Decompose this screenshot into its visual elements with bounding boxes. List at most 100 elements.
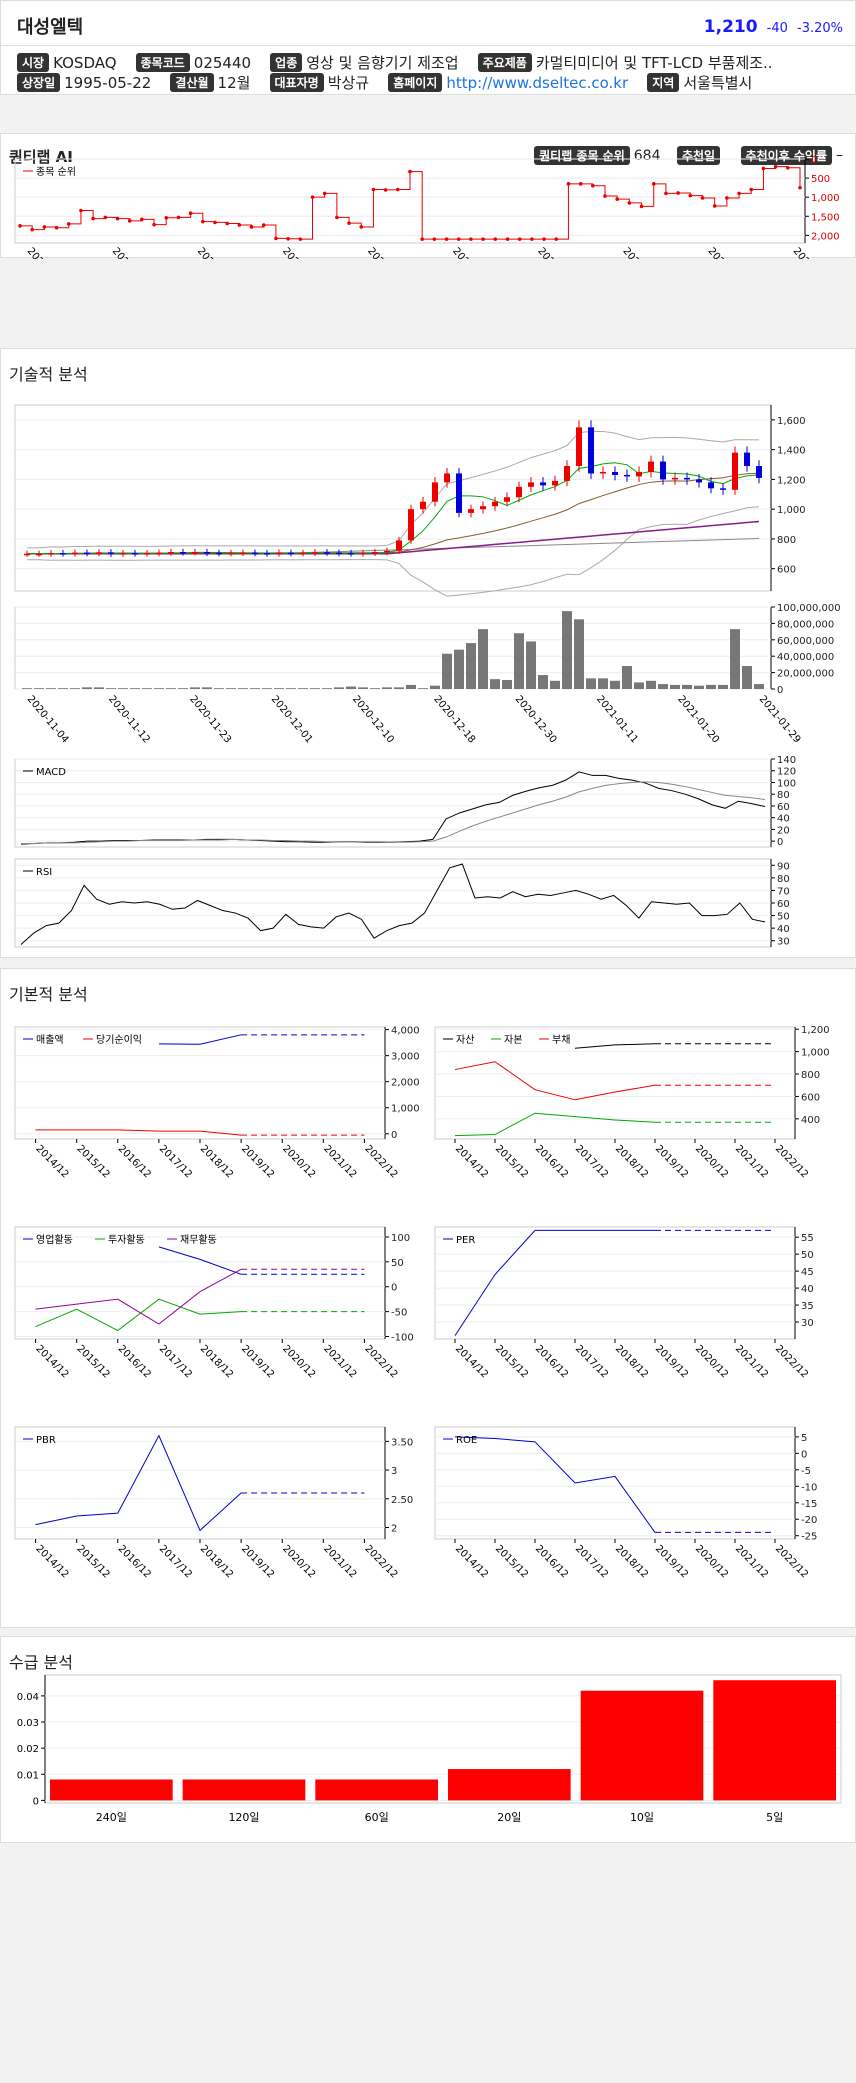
candle-body xyxy=(300,552,306,555)
volume-bar xyxy=(574,619,584,689)
fin-per-ytick-label: 45 xyxy=(801,1267,814,1278)
volume-bar xyxy=(334,687,344,689)
macd-ytick-label: 60 xyxy=(777,802,790,813)
fin-income-series-line xyxy=(35,1129,242,1136)
volume-bar xyxy=(70,688,80,689)
volume-bar xyxy=(346,686,356,689)
price: 1,210 xyxy=(703,17,758,37)
candle-body xyxy=(672,477,678,480)
rec-return-value: – xyxy=(836,147,843,164)
tech-xtick-label: 2020-12-01 xyxy=(269,694,315,746)
fin-balance-xtick-label: 2015/12 xyxy=(493,1143,530,1180)
volume-bar xyxy=(22,688,32,689)
volume-bar xyxy=(142,688,152,689)
fin-income-xtick-label: 2017/12 xyxy=(157,1143,194,1180)
volume-bar xyxy=(94,687,104,689)
rsi-ytick-label: 40 xyxy=(777,924,790,935)
candle-body xyxy=(372,552,378,554)
volume-bar xyxy=(502,679,512,689)
fin-per-series-line xyxy=(454,1229,655,1336)
macd-frame xyxy=(14,758,772,848)
candle-body xyxy=(204,552,210,554)
header-card: 대성엘텍 1,210 -40 -3.20% xyxy=(0,0,856,46)
fin-roe-ytick-label: 0 xyxy=(801,1449,807,1460)
fin-pbr-xtick-label: 2020/12 xyxy=(280,1543,317,1580)
macd-series-line xyxy=(21,781,766,844)
candle-body xyxy=(684,477,690,480)
tag-market: 시장 xyxy=(17,53,50,72)
fin-pbr-xtick-label: 2019/12 xyxy=(239,1543,276,1580)
volume-bar xyxy=(406,684,416,689)
volume-bar xyxy=(598,678,608,689)
fin-pbr-xtick-label: 2015/12 xyxy=(75,1543,112,1580)
macd-ytick-label: 140 xyxy=(777,755,796,766)
ai-card: 퀀티랩 AI 퀀티랩 종목 순위 684 추천일 추천이후 수익률 – 0 500 1,… xyxy=(0,133,856,259)
rank-xtick-label: 2020-12-10 xyxy=(365,246,411,259)
tag-listed: 상장일 xyxy=(17,73,61,92)
volume-bar xyxy=(418,688,428,689)
rank-xtick-label: 2021-01-29 xyxy=(791,246,837,259)
macd-ytick-label: 100 xyxy=(777,778,796,789)
candle-body xyxy=(456,473,462,513)
fin-roe-xtick-label: 2022/12 xyxy=(773,1543,810,1580)
volume-bar xyxy=(190,687,200,689)
tag-products: 주요제품 xyxy=(477,53,532,72)
fin-cashflow-xtick-label: 2017/12 xyxy=(157,1343,194,1380)
volume-bar xyxy=(58,688,68,689)
candle-body xyxy=(264,553,270,555)
fin-income-xtick-label: 2016/12 xyxy=(116,1143,153,1180)
volume-bar xyxy=(106,688,116,689)
rank-ytick-label: 1,500 xyxy=(811,212,840,223)
value-code: 025440 xyxy=(193,53,252,72)
fin-income-xtick-label: 2018/12 xyxy=(198,1143,235,1180)
candle-body xyxy=(384,550,390,553)
fin-per-ytick-label: 35 xyxy=(801,1301,814,1312)
rank-series-line xyxy=(20,166,801,240)
candle-body xyxy=(120,553,126,555)
volume-bar xyxy=(454,649,464,689)
fin-per-xtick-label: 2015/12 xyxy=(493,1343,530,1380)
volume-bar xyxy=(658,684,668,689)
info-row-2: 상장일 1995-05-22 결산월 12월 대표자명 박상규 홈페이지 http://… xyxy=(17,72,766,93)
volume-bar xyxy=(466,643,476,689)
candle-body xyxy=(84,552,90,555)
fin-income-ytick-label: 1,000 xyxy=(391,1104,420,1115)
candle-body xyxy=(660,461,666,480)
rsi-ytick-label: 50 xyxy=(777,912,790,923)
fin-roe-frame xyxy=(434,1426,796,1540)
fin-cashflow-series-line xyxy=(35,1298,242,1332)
value-fiscal: 12월 xyxy=(217,74,251,92)
volume-bar xyxy=(490,679,500,689)
fin-pbr-ytick-label: 2 xyxy=(391,1524,397,1535)
candle-body xyxy=(504,497,510,502)
candle-body xyxy=(444,473,450,483)
tech-xtick-label: 2020-11-23 xyxy=(187,694,233,746)
homepage-link[interactable]: http://www.dseltec.co.kr xyxy=(446,73,629,92)
candle-body xyxy=(408,509,414,541)
macd-ytick-label: 40 xyxy=(777,814,790,825)
fin-balance-series-line xyxy=(574,1043,656,1049)
fin-balance-legend-label: 자산 xyxy=(456,1034,474,1046)
candle-body xyxy=(24,553,30,556)
rsi-ytick-label: 90 xyxy=(777,861,790,872)
supply-ytick-label: 0.03 xyxy=(17,1718,39,1729)
supply-card: 수급 분석 0 0.01 0.02 0.03 0.04 240일 120일 60일 20일 10일… xyxy=(0,1636,856,1843)
rank-xtick-label: 2021-01-11 xyxy=(620,246,666,259)
fin-roe-xtick-label: 2021/12 xyxy=(733,1543,770,1580)
macd-ytick-label: 0 xyxy=(777,837,783,848)
candle-body xyxy=(552,480,558,486)
volume-bar xyxy=(166,688,176,689)
fund-title: 기본적 분석 xyxy=(9,985,88,1004)
fin-pbr-ytick-label: 3 xyxy=(391,1466,397,1477)
fund-card: 기본적 분석 0 1,000 2,000 3,000 4,000 매출액 당기순이익 2014… xyxy=(0,968,856,1628)
tech-xtick-label: 2021-01-29 xyxy=(757,694,803,746)
fin-roe-ytick-label: 5 xyxy=(801,1433,807,1444)
fin-income-xtick-label: 2022/12 xyxy=(362,1143,399,1180)
fin-cashflow-xtick-label: 2015/12 xyxy=(75,1343,112,1380)
supply-ytick-label: 0.04 xyxy=(17,1692,39,1703)
candle-body xyxy=(624,474,630,477)
supply-xtick-label: 120일 xyxy=(228,1810,259,1824)
tech-xtick-label: 2020-12-30 xyxy=(513,694,559,746)
volume-bar xyxy=(46,688,56,689)
candle-body xyxy=(600,471,606,474)
